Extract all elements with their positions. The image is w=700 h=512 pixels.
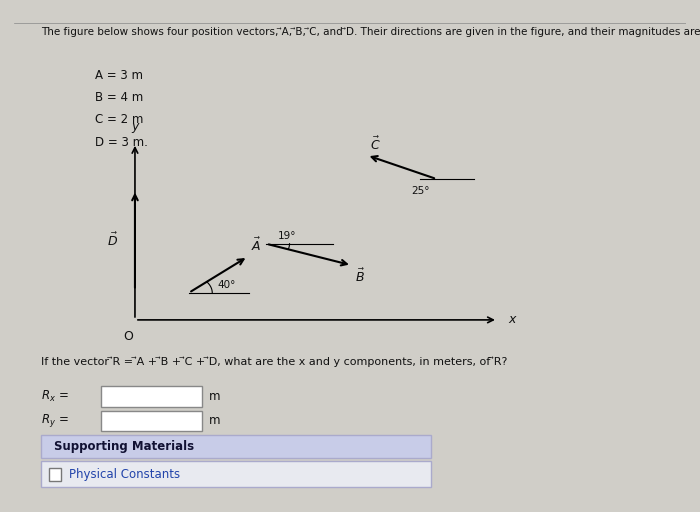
Text: y: y (132, 120, 139, 133)
Text: Physical Constants: Physical Constants (69, 468, 180, 481)
FancyBboxPatch shape (102, 411, 202, 432)
FancyBboxPatch shape (41, 461, 430, 487)
Text: 40°: 40° (218, 281, 236, 290)
Text: $\vec{B}$: $\vec{B}$ (355, 268, 365, 285)
Text: D = 3 m.: D = 3 m. (94, 136, 148, 148)
Text: A = 3 m: A = 3 m (94, 69, 143, 82)
Text: B = 4 m: B = 4 m (94, 91, 143, 104)
Text: $R_y$ =: $R_y$ = (41, 412, 69, 429)
Text: C = 2 m: C = 2 m (94, 114, 143, 126)
Text: 19°: 19° (278, 231, 297, 241)
FancyBboxPatch shape (102, 386, 202, 407)
Text: If the vector ⃗R = ⃗A + ⃗B + ⃗C + ⃗D, what are the x and y components, in meters: If the vector ⃗R = ⃗A + ⃗B + ⃗C + ⃗D, wh… (41, 357, 507, 367)
Text: m: m (209, 390, 220, 402)
Text: $R_x$ =: $R_x$ = (41, 389, 69, 403)
Text: O: O (123, 330, 133, 343)
Text: x: x (508, 313, 515, 326)
Text: Supporting Materials: Supporting Materials (55, 440, 195, 453)
Text: $\vec{C}$: $\vec{C}$ (370, 136, 381, 153)
Text: The figure below shows four position vectors, ⃗A, ⃗B, ⃗C, and ⃗D. Their directio: The figure below shows four position vec… (41, 28, 700, 37)
FancyBboxPatch shape (49, 468, 61, 481)
Text: $\vec{D}$: $\vec{D}$ (107, 231, 118, 249)
Text: 25°: 25° (412, 186, 430, 197)
FancyBboxPatch shape (41, 435, 430, 458)
Text: m: m (209, 414, 220, 427)
Text: $\vec{A}$: $\vec{A}$ (251, 237, 262, 254)
